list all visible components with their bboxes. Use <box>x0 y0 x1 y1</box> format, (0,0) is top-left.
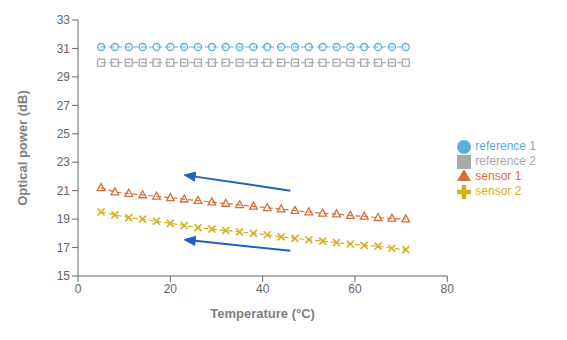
svg-text:17: 17 <box>57 241 71 255</box>
html-text:sensor 1: sensor 1 <box>475 169 522 183</box>
svg-text:29: 29 <box>57 70 71 84</box>
svg-text:19: 19 <box>57 212 71 226</box>
svg-text:27: 27 <box>57 99 71 113</box>
html-text:sensor 2: sensor 2 <box>475 183 522 198</box>
svg-text:31: 31 <box>57 42 71 56</box>
svg-text:0: 0 <box>75 282 82 296</box>
svg-text:15: 15 <box>57 269 71 283</box>
svg-text:80: 80 <box>441 282 455 296</box>
svg-text:40: 40 <box>256 282 270 296</box>
svg-text:60: 60 <box>348 282 362 296</box>
svg-text:21: 21 <box>57 184 71 198</box>
svg-text:Temperature (°C): Temperature (°C) <box>210 306 315 321</box>
svg-text:33: 33 <box>57 13 71 27</box>
svg-text:25: 25 <box>57 127 71 141</box>
html-text:reference 2: reference 2 <box>475 154 536 169</box>
svg-text:20: 20 <box>164 282 178 296</box>
svg-text:Optical power (dB): Optical power (dB) <box>15 90 30 206</box>
html-text:reference 1: reference 1 <box>475 139 536 154</box>
svg-text:23: 23 <box>57 155 71 169</box>
